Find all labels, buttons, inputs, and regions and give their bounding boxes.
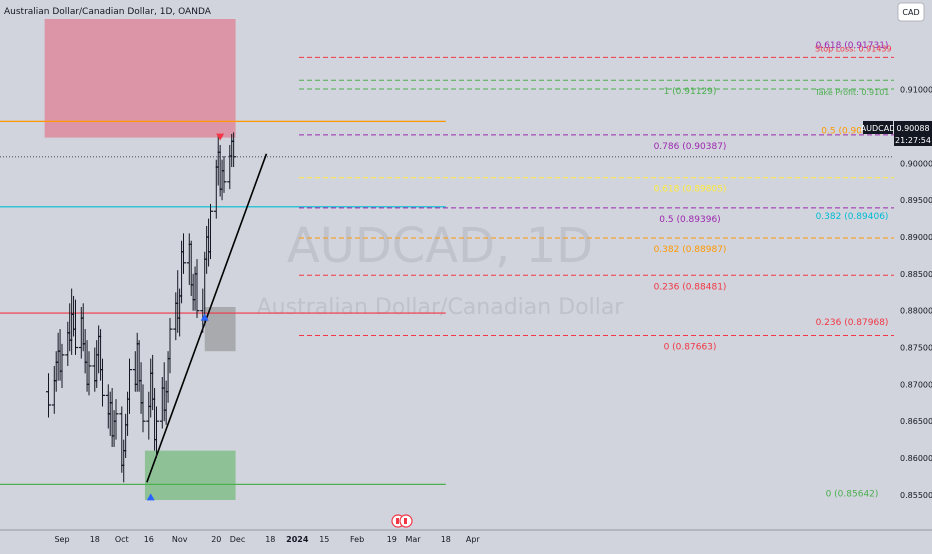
x-tick-label: Oct <box>115 535 129 544</box>
fib-left-label: 0 (0.85642) <box>826 489 879 499</box>
y-tick-label: 0.88500 <box>900 270 932 279</box>
y-tick-label: 0.90000 <box>900 159 932 168</box>
x-tick-label: 18 <box>265 535 275 544</box>
up-triangle-marker-bottom <box>146 493 155 501</box>
candle <box>59 343 65 389</box>
price-badge-countdown-bg <box>894 134 932 146</box>
x-tick-label: 18 <box>441 535 451 544</box>
fib-left-label: 0.618 (0.91731) <box>816 41 889 51</box>
y-tick-label: 0.87000 <box>900 380 932 389</box>
down-triangle-marker <box>216 133 225 141</box>
watermark: AUDCAD, 1D Australian Dollar/Canadian Do… <box>257 218 625 320</box>
fib-left-label: 0.382 (0.89406) <box>816 212 889 222</box>
candle <box>127 358 132 414</box>
x-tick-label: 16 <box>144 535 154 544</box>
fib-right-label: 0.382 (0.88987) <box>654 245 727 255</box>
candle <box>113 399 119 440</box>
candle <box>231 132 237 168</box>
lines-layer <box>0 56 894 485</box>
price-badge: AUDCAD 0.90088 21:27:54 <box>861 121 932 146</box>
zones-layer <box>44 19 236 500</box>
candle <box>181 233 186 274</box>
x-tick-label: 20 <box>211 535 221 544</box>
consolidation-zone <box>204 307 236 352</box>
price-badge-price-bg <box>894 121 932 134</box>
x-tick-label: Apr <box>466 535 481 544</box>
candle <box>194 259 200 319</box>
fib-right-label: 0.786 (0.90387) <box>654 142 727 152</box>
candle <box>46 373 51 418</box>
events-icon[interactable] <box>391 514 413 528</box>
price-badge-symbol: AUDCAD <box>861 124 896 133</box>
fib-right-label: 1 (0.91129) <box>664 87 717 97</box>
y-tick-label: 0.89000 <box>900 233 932 242</box>
x-tick-label: Nov <box>172 535 188 544</box>
trade-level-label: Stop Loss: 0.91439 <box>815 44 892 53</box>
demand-zone <box>144 450 236 500</box>
candle <box>167 318 173 374</box>
candles-layer <box>46 132 237 483</box>
supply-zone <box>44 19 236 138</box>
x-tick-label: 2024 <box>286 535 309 544</box>
candle <box>86 351 92 396</box>
chart-title: Australian Dollar/Canadian Dollar, 1D, O… <box>4 7 212 17</box>
axis-layer: 0.910000.905000.900000.895000.890000.885… <box>0 86 932 544</box>
y-tick-label: 0.86500 <box>900 417 932 426</box>
y-tick-label: 0.87500 <box>900 344 932 353</box>
x-tick-label: Sep <box>54 535 69 544</box>
fib-left-label: 0.5 (0.90569) <box>821 126 882 136</box>
candle <box>100 358 105 407</box>
y-tick-label: 0.88000 <box>900 307 932 316</box>
fib-left-label: 0.236 (0.87968) <box>816 318 889 328</box>
currency-button-label[interactable]: CAD <box>902 8 919 17</box>
x-tick-label: 19 <box>387 535 397 544</box>
trade-level-label: Take Profit: 0.9101 <box>814 88 889 97</box>
price-badge-price: 0.90088 <box>896 124 929 133</box>
fib-right-label: 0.5 (0.89396) <box>659 215 720 225</box>
fib-right-label: 0.618 (0.89805) <box>654 185 727 195</box>
fib-right-label: 0.236 (0.88481) <box>654 282 727 292</box>
currency-button[interactable]: CAD <box>897 2 925 22</box>
watermark-ticker: AUDCAD, 1D <box>287 218 593 274</box>
x-tick-label: 15 <box>319 535 329 544</box>
candle <box>140 384 146 433</box>
y-tick-label: 0.89500 <box>900 196 932 205</box>
candle <box>221 156 227 193</box>
candle <box>154 406 159 459</box>
x-tick-label: Dec <box>230 535 245 544</box>
candle <box>73 299 78 355</box>
x-tick-label: Mar <box>405 535 421 544</box>
labels-layer: Stop Loss: 0.91439 Take Profit: 0.9101 1 (… <box>146 41 892 501</box>
fib-right-label: 0 (0.87663) <box>664 343 717 353</box>
up-triangle-marker <box>200 313 209 321</box>
y-tick-label: 0.85500 <box>900 491 932 500</box>
y-tick-label: 0.91000 <box>900 86 932 95</box>
price-badge-symbol-bg <box>863 121 893 134</box>
candle <box>208 203 213 260</box>
x-tick-label: Feb <box>350 535 364 544</box>
x-tick-label: 18 <box>90 535 100 544</box>
price-badge-countdown: 21:27:54 <box>895 136 931 145</box>
watermark-name: Australian Dollar/Canadian Dollar <box>257 295 625 320</box>
y-tick-label: 0.86000 <box>900 454 932 463</box>
